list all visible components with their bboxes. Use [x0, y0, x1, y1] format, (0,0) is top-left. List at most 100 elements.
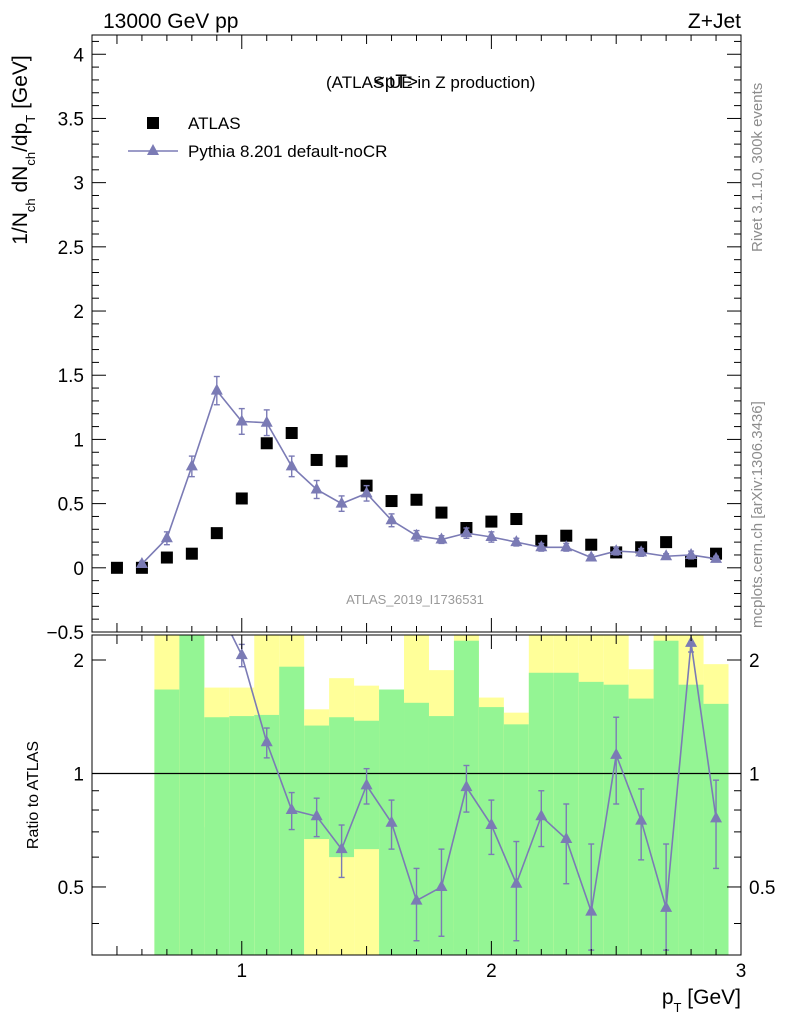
- atlas-point: [110, 561, 123, 574]
- ratio-pythia-point: [435, 879, 448, 891]
- ratio-y-tick-label-right: 2: [749, 651, 760, 672]
- pythia-point: [635, 545, 648, 557]
- main-y-tick-label: 2.5: [58, 238, 84, 259]
- atlas-point: [485, 515, 498, 528]
- label-part: /dp: [9, 123, 32, 152]
- atlas-point: [585, 538, 598, 551]
- band-inner: [678, 684, 704, 955]
- pythia-point: [535, 540, 548, 552]
- ratio-pythia-point: [585, 904, 598, 916]
- pythia-point: [185, 459, 198, 471]
- pythia-point: [360, 486, 373, 498]
- label-part: [GeV]: [9, 55, 32, 115]
- process-label: Z+Jet: [688, 10, 741, 33]
- label-part: p: [662, 986, 674, 1009]
- ratio-y-tick-label-right: 1: [749, 764, 760, 785]
- pythia-point: [610, 544, 623, 556]
- pythia-line: [141, 388, 717, 565]
- main-axes: −0.5 0 0.5 1 1.5 2 2.5 3 3.5 4: [46, 34, 742, 644]
- ratio-pythia-point: [560, 832, 573, 844]
- band-inner: [179, 635, 205, 955]
- ratio-pythia-point: [685, 635, 698, 647]
- ratio-pythia-point: [610, 747, 623, 759]
- ratio-pythia-point: [710, 811, 723, 823]
- ratio-y-axis-label: Ratio to ATLAS: [25, 741, 42, 849]
- ratio-pythia-point: [285, 803, 298, 815]
- legend-pythia-label: Pythia 8.201 default-noCR: [188, 142, 387, 161]
- atlas-point: [235, 492, 248, 505]
- pythia-point: [135, 556, 148, 568]
- atlas-point: [435, 506, 448, 519]
- ratio-pythia-point: [410, 893, 423, 905]
- pythia-point: [485, 529, 498, 541]
- main-y-tick-label: 3.5: [58, 109, 84, 130]
- atlas-point: [160, 551, 173, 564]
- ratio-pythia-point: [660, 900, 673, 912]
- pythia-point: [260, 415, 273, 427]
- label-subscript: T: [674, 1000, 682, 1015]
- atlas-point: [210, 527, 223, 540]
- ratio-pythia-point: [510, 876, 523, 888]
- main-y-tick-label: 0: [73, 559, 84, 580]
- atlas-point: [335, 455, 348, 468]
- pythia-point: [235, 414, 248, 426]
- pythia-point: [410, 528, 423, 540]
- ratio-pythia-point: [310, 809, 323, 821]
- pythia-point: [510, 535, 523, 547]
- pythia-point: [660, 549, 673, 561]
- main-y-tick-label: −0.5: [46, 623, 84, 644]
- atlas-point: [560, 529, 573, 542]
- ratio-marks: [92, 635, 741, 951]
- x-axis-label: pT [GeV]: [662, 986, 741, 1015]
- pythia-point: [710, 551, 723, 563]
- legend-atlas-label: ATLAS: [188, 114, 241, 133]
- legend-pythia-marker: [147, 144, 159, 155]
- main-y-axis-label: 1/Nch dNch/dpT [GeV]: [9, 55, 38, 245]
- pythia-point: [285, 459, 298, 471]
- main-y-tick-label: 3: [73, 174, 84, 195]
- ratio-pythia-point: [235, 648, 248, 660]
- main-panel: −0.5 0 0.5 1 1.5 2 2.5 3 3.5 4 <pT> (ATLAS UE in …: [9, 34, 742, 644]
- main-y-tick-label: 2: [73, 302, 84, 323]
- legend: ATLAS Pythia 8.201 default-noCR: [128, 114, 387, 161]
- x-tick-label: 3: [736, 961, 747, 982]
- band-inner: [204, 717, 230, 955]
- ratio-pythia-point: [385, 815, 398, 827]
- pythia-point: [460, 526, 473, 538]
- ratio-pythia-point: [635, 813, 648, 825]
- atlas-point: [510, 513, 523, 526]
- main-y-tick-label: 0.5: [58, 495, 84, 516]
- analysis-tag: ATLAS_2019_I1736531: [346, 592, 484, 607]
- ratio-pythia-point: [535, 809, 548, 821]
- ratio-y-tick-label: 1: [73, 764, 84, 785]
- label-part: 1/N: [9, 212, 32, 245]
- label-subscript: ch: [23, 152, 38, 166]
- ratio-pythia-point: [260, 735, 273, 747]
- main-marks: [110, 375, 723, 574]
- label-part: dN: [9, 166, 32, 199]
- pythia-point: [385, 513, 398, 525]
- band-inner: [229, 716, 255, 955]
- ratio-panel: 0.5 0.5 1 1 2 2 1 2 3 Ratio to ATLAS pT [GeV]: [25, 634, 775, 1015]
- atlas-point: [260, 437, 273, 450]
- pythia-point: [335, 496, 348, 508]
- main-y-label-text: 1/Nch dNch/dpT [GeV]: [9, 55, 38, 245]
- label-subscript: T: [23, 115, 38, 123]
- ratio-pythia-point: [335, 842, 348, 854]
- pythia-point: [310, 482, 323, 494]
- atlas-point: [385, 495, 398, 508]
- pythia-point: [685, 547, 698, 559]
- mcplots-label: mcplots.cern.ch [arXiv:1306.3436]: [749, 401, 766, 628]
- ratio-axes: 0.5 0.5 1 1 2 2 1 2 3: [58, 634, 775, 982]
- ratio-y-tick-label: 2: [73, 651, 84, 672]
- energy-label: 13000 GeV pp: [103, 10, 238, 33]
- atlas-point: [310, 453, 323, 466]
- label-subscript: ch: [23, 198, 38, 212]
- ratio-pythia-point: [485, 818, 498, 830]
- ratio-pythia-point: [360, 778, 373, 790]
- atlas-point: [660, 536, 673, 549]
- band-inner: [154, 689, 180, 955]
- rivet-label: Rivet 3.1.10, 300k events: [749, 83, 766, 252]
- x-tick-label: 1: [236, 961, 247, 982]
